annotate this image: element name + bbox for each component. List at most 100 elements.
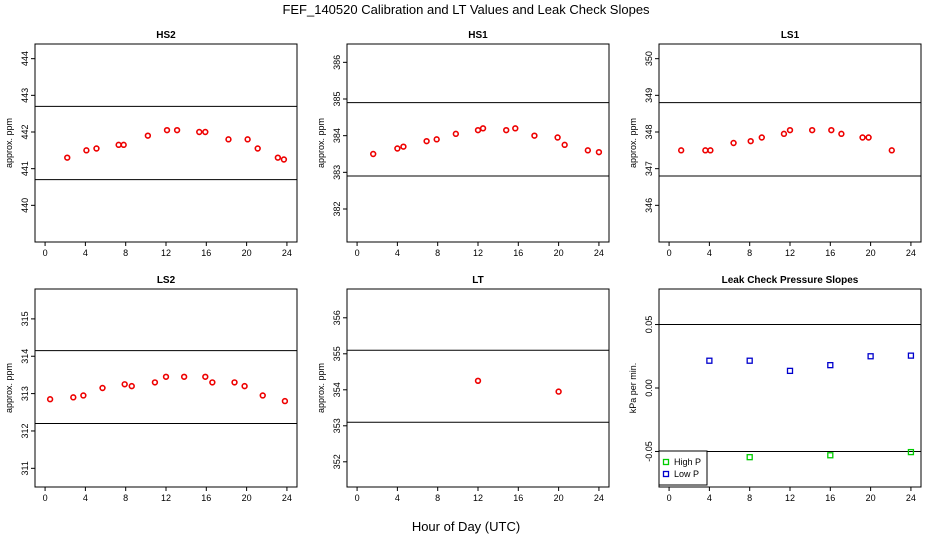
data-point [121,381,128,388]
y-axis-label: approx. ppm [316,118,326,168]
y-tick-label: 346 [644,198,654,213]
chart-panel: HS2 approx. ppm 0 4 8 12 16 20 24 440 441 442 443 444 [4,30,298,258]
figure-title: FEF_140520 Calibration and LT Values and… [282,2,650,17]
data-point [64,154,71,161]
data-point [888,147,895,154]
data-point [254,145,261,152]
x-tick-label: 24 [906,248,916,258]
data-point [400,143,407,150]
y-tick-label: 0.00 [644,379,654,397]
data-point [865,134,872,141]
data-point [730,139,737,147]
data-point [259,392,266,399]
data-point [151,379,159,386]
data-point [554,134,561,141]
data-point [907,352,915,359]
y-tick-label: 356 [332,310,342,325]
data-point [163,126,171,134]
legend-marker [662,470,670,478]
data-point [512,125,519,132]
data-point [859,134,866,141]
data-point [786,367,794,375]
x-tick-label: 4 [83,493,88,503]
x-tick-label: 8 [747,248,752,258]
y-tick-label: 444 [20,51,30,66]
x-tick-label: 20 [866,248,876,258]
data-point [786,126,794,134]
x-tick-label: 4 [707,493,712,503]
data-point [394,145,401,152]
data-point [180,373,188,380]
x-tick-label: 8 [123,493,128,503]
data-point [202,373,209,380]
x-tick-label: 20 [554,248,564,258]
x-tick-label: 24 [594,248,604,258]
data-point [827,362,834,369]
x-tick-label: 12 [161,493,171,503]
plot-frame [34,288,298,488]
panel-title: Leak Check Pressure Slopes [722,275,859,286]
data-point [584,147,592,154]
x-tick-label: 8 [435,248,440,258]
y-tick-label: 354 [332,382,342,397]
data-point [828,126,835,134]
x-tick-label: 16 [825,493,835,503]
x-tick-label: 16 [825,248,835,258]
data-point [231,379,238,386]
x-tick-label: 12 [473,248,483,258]
y-tick-label: 313 [20,386,30,401]
data-point [274,154,282,161]
data-point [838,130,845,138]
data-point [209,379,216,386]
data-point [80,392,87,399]
data-point [867,353,874,360]
y-tick-label: 315 [20,311,30,326]
x-tick-label: 12 [161,248,171,258]
data-point [746,357,753,364]
data-point [144,132,152,139]
data-point [595,148,603,156]
y-tick-label: -0.05 [644,441,654,462]
data-point [474,377,482,384]
data-point [281,397,289,405]
data-point [677,147,685,154]
panel-title: LS1 [781,30,800,41]
x-tick-label: 16 [201,248,211,258]
y-tick-label: 347 [644,161,654,176]
chart-panel: HS1 approx. ppm 0 4 8 12 16 20 24 382 383 384 385 386 [316,30,610,258]
data-point [707,147,714,154]
data-point [202,128,209,136]
x-tick-label: 0 [43,493,48,503]
data-point [280,156,288,163]
x-tick-label: 20 [554,493,564,503]
x-tick-label: 0 [355,493,360,503]
data-point [746,454,753,461]
data-point [452,130,460,138]
plot-frame [346,288,610,488]
x-tick-label: 16 [513,493,523,503]
data-point [907,448,915,456]
y-tick-label: 383 [332,165,342,180]
x-tick-label: 12 [785,248,795,258]
y-axis-label: approx. ppm [316,363,326,413]
x-tick-label: 0 [355,248,360,258]
x-tick-label: 24 [282,493,292,503]
x-tick-label: 4 [83,248,88,258]
x-tick-label: 24 [906,493,916,503]
data-point [747,137,754,145]
y-axis-label: approx. ppm [4,118,14,168]
x-tick-label: 0 [43,248,48,258]
data-point [758,134,765,141]
data-point [173,126,181,134]
x-tick-label: 0 [667,493,672,503]
data-point [128,382,135,390]
plot-frame [346,43,610,243]
data-point [474,126,482,134]
y-tick-label: 355 [332,346,342,361]
x-tick-label: 12 [473,493,483,503]
y-tick-label: 440 [20,198,30,213]
y-tick-label: 348 [644,124,654,139]
data-point [561,141,568,149]
panel-title: HS1 [468,30,488,41]
